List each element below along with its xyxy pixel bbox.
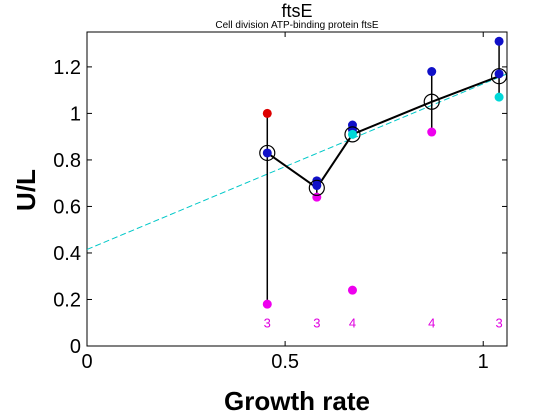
y-tick-label: 0.4 [53,243,81,265]
data-point-cyan [347,129,357,139]
y-tick-label: 1 [70,103,81,125]
count-label: 3 [264,316,271,331]
y-tick-label: 0.2 [53,289,81,311]
data-point-blue [494,36,504,46]
mean-marker [344,126,361,143]
data-point-magenta [347,285,357,295]
y-tick-label: 1.2 [53,57,81,79]
data-point-blue [494,69,504,79]
x-tick-label: 0.5 [271,351,299,373]
fit-line [86,73,508,250]
count-label: 4 [428,316,435,331]
y-axis-title: U/L [11,169,41,211]
count-label: 4 [349,316,356,331]
data-point-magenta [427,127,437,137]
plot-frame [86,31,508,347]
x-tick-label: 1 [478,351,489,373]
data-point-blue [427,67,437,77]
mean-marker [308,179,325,196]
mean-marker [423,93,440,110]
data-point-cyan [494,92,504,102]
mean-marker [490,68,508,85]
mean-marker [259,144,276,162]
chart-title: ftsE [281,1,312,21]
plot-area: 0 0.5 1 0 0.2 0.4 0.6 0.8 1 1.2 3 3 4 4 3 [53,31,508,373]
data-point-red [262,108,272,118]
data-point-magenta [262,299,272,309]
y-tick-label: 0.6 [53,196,81,218]
data-point-blue [312,181,322,191]
y-tick-label: 0 [70,336,81,358]
chart-subtitle: Cell division ATP-binding protein ftsE [215,20,379,31]
count-label: 3 [313,316,320,331]
x-tick-label: 0 [81,351,92,373]
x-axis-title: Growth rate [224,386,370,416]
mean-line [266,75,500,190]
count-label: 3 [495,316,502,331]
data-point-blue [262,148,272,158]
y-tick-label: 0.8 [53,150,81,172]
